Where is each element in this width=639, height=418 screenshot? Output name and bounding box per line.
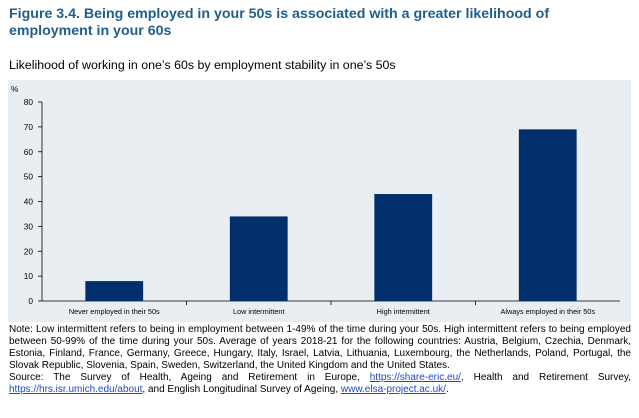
x-tick-label: Low intermittent <box>233 307 285 316</box>
hrs-link[interactable]: https://hrs.isr.umich.edu/about <box>9 384 143 396</box>
bar <box>518 129 577 301</box>
bar-chart: % 0 10 20 30 40 50 60 70 80 Never employed in thei… <box>11 84 620 316</box>
y-tick-label: 0 <box>28 296 33 306</box>
source-mid-2: , and English Longitudinal Survey of Age… <box>142 384 341 396</box>
y-tick-label: 30 <box>24 221 34 231</box>
y-tick-label: 60 <box>24 147 34 157</box>
figure-title: Figure 3.4. Being employed in your 50s i… <box>9 6 550 39</box>
y-tick-label: 20 <box>24 246 34 256</box>
y-tick-label: 80 <box>24 97 34 107</box>
y-tick-label: 70 <box>24 122 34 132</box>
figure-subtitle: Likelihood of working in one’s 60s by em… <box>9 58 396 72</box>
footnote: Note: Low intermittent refers to being i… <box>9 324 631 397</box>
y-axis-unit-label: % <box>11 84 19 94</box>
bar <box>229 216 288 301</box>
y-tick-label: 10 <box>24 271 34 281</box>
source-end: . <box>445 384 449 396</box>
y-tick-label: 40 <box>24 197 34 207</box>
source-text: Source: The Survey of Health, Ageing and… <box>9 372 631 396</box>
x-tick-label: Always employed in their 50s <box>501 307 596 316</box>
x-tick-label: Never employed in their 50s <box>69 307 160 316</box>
elsa-link[interactable]: www.elsa-project.ac.uk/ <box>340 384 446 396</box>
note-text: Note: Low intermittent refers to being i… <box>9 324 631 372</box>
bar <box>85 281 144 301</box>
source-mid-1: , Health and Retirement Survey, <box>460 372 631 384</box>
share-link[interactable]: https://share-eric.eu/ <box>369 372 461 384</box>
chart-panel: % 0 10 20 30 40 50 60 70 80 Never employed in thei… <box>8 80 631 322</box>
bar <box>374 194 433 301</box>
y-tick-label: 50 <box>24 172 34 182</box>
x-tick-label: High intermittent <box>377 307 430 316</box>
source-prefix: Source: The Survey of Health, Ageing and… <box>9 372 370 384</box>
